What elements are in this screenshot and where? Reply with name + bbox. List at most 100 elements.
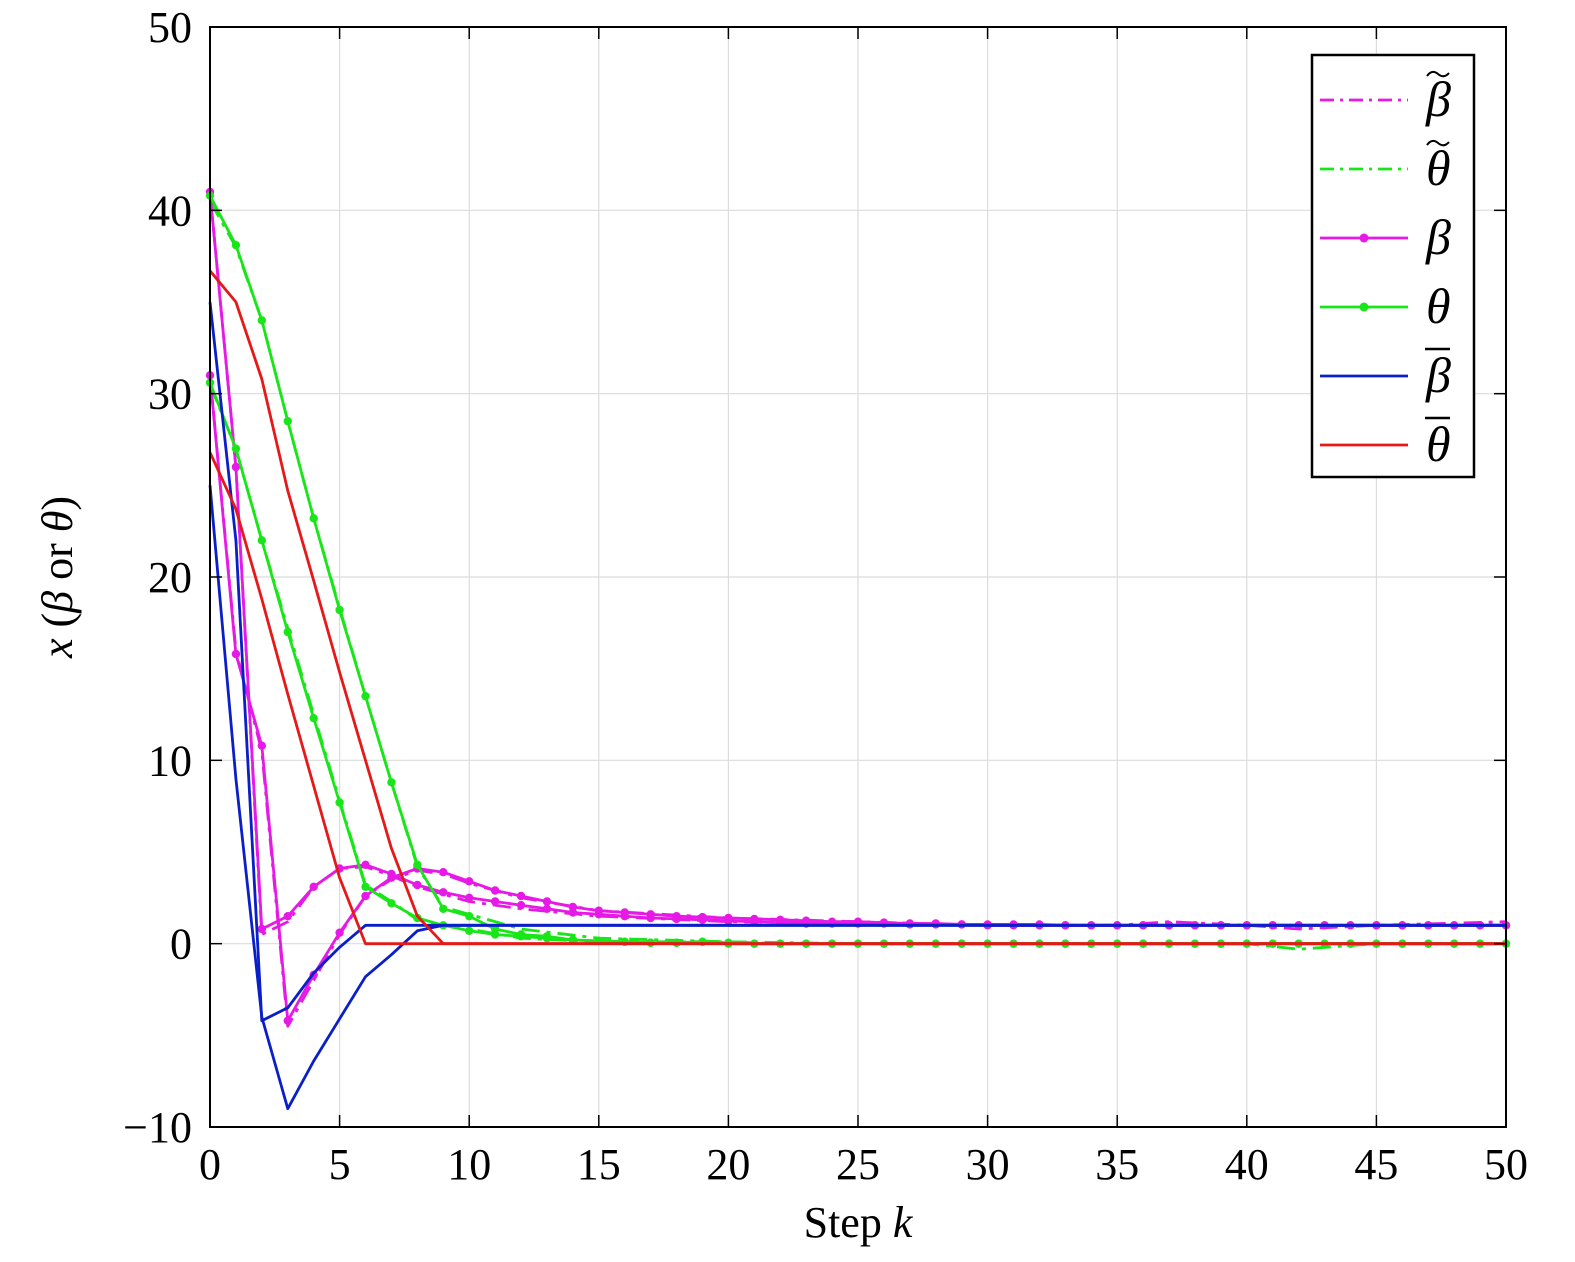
- series-point-beta: [776, 915, 785, 925]
- series-point-theta: [542, 933, 552, 943]
- series-point-theta: [568, 935, 578, 945]
- legend-box: [1310, 53, 1476, 479]
- series-line-beta-bar: [208, 485, 1506, 1111]
- legend-label: β: [1425, 347, 1451, 403]
- x-tick-label: 35: [1095, 1140, 1139, 1189]
- series-point-beta: [516, 891, 526, 901]
- series-point-theta: [231, 444, 241, 453]
- series-point-theta: [439, 904, 448, 914]
- legend-label: β: [1425, 71, 1451, 127]
- y-axis-label: x (β or θ): [33, 496, 82, 659]
- y-axis-label-open: (: [33, 613, 82, 639]
- series-point-beta: [231, 649, 241, 659]
- series-point-theta: [387, 778, 396, 787]
- series-point-beta: [283, 911, 292, 921]
- series-point-theta: [516, 932, 526, 941]
- series-point-beta: [568, 902, 578, 912]
- y-tick-label: 0: [170, 920, 192, 969]
- series-point-theta: [257, 536, 267, 545]
- x-tick-label: 15: [577, 1140, 621, 1189]
- series-point-theta: [413, 860, 422, 870]
- series-point-theta: [361, 882, 370, 892]
- series-point-beta: [750, 914, 759, 924]
- legend-tilde-accent: [1426, 139, 1450, 147]
- series-point-beta: [724, 913, 733, 923]
- legend-label: β: [1425, 209, 1451, 265]
- x-tick-label: 50: [1484, 1140, 1528, 1189]
- series-point-beta: [361, 860, 370, 870]
- x-tick-label: 10: [447, 1140, 491, 1189]
- series-point-beta: [490, 886, 500, 895]
- series-point-theta: [387, 899, 396, 908]
- series-point-beta: [542, 904, 552, 914]
- series-point-theta: [231, 240, 241, 250]
- y-tick-label: 50: [148, 3, 192, 52]
- series-point-theta: [465, 911, 474, 921]
- x-tick-label: 25: [836, 1140, 880, 1189]
- series-point-beta: [620, 908, 629, 917]
- series-point-beta: [335, 928, 344, 937]
- series-point-beta: [698, 912, 707, 922]
- grid-layer: [210, 27, 1506, 1127]
- y-tick-label: 10: [148, 736, 192, 785]
- series-point-theta: [283, 416, 292, 426]
- y-tick-label: 40: [148, 186, 192, 235]
- legend-label: θ: [1426, 278, 1451, 334]
- series-point-beta: [801, 916, 811, 925]
- series-point-theta: [283, 627, 292, 637]
- y-axis-label-var: x: [33, 638, 82, 659]
- series-point-theta: [361, 691, 370, 701]
- series-point-beta: [257, 924, 267, 934]
- legend-label: θ: [1426, 140, 1451, 196]
- series-line-theta-bar: [208, 451, 1506, 946]
- series-point-theta: [490, 930, 500, 939]
- series-point-beta: [439, 867, 448, 877]
- series-point-beta: [465, 877, 474, 886]
- series-point-beta: [361, 891, 370, 901]
- series-point-beta: [516, 900, 526, 910]
- series-point-beta: [465, 893, 474, 903]
- series-layer: [205, 187, 1511, 1111]
- series-point-theta: [309, 713, 318, 723]
- series-point-beta: [594, 906, 603, 915]
- series-point-beta: [542, 897, 552, 906]
- x-tick-label: 45: [1354, 1140, 1398, 1189]
- x-tick-label: 40: [1225, 1140, 1269, 1189]
- y-tick-label: 30: [148, 370, 192, 419]
- x-tick-label: 5: [329, 1140, 351, 1189]
- y-tick-label: −10: [123, 1103, 192, 1152]
- x-tick-label: 0: [199, 1140, 221, 1189]
- series-point-beta: [827, 917, 837, 926]
- y-axis-label-or: or: [33, 532, 82, 591]
- legend-marker: [1359, 302, 1369, 312]
- y-tick-label: 20: [148, 553, 192, 602]
- y-axis-label-close: ): [33, 496, 82, 511]
- series-point-theta: [335, 798, 344, 807]
- y-axis-label-beta: β: [33, 591, 82, 614]
- y-axis-label-theta: θ: [33, 511, 82, 533]
- x-axis-label-text: Step: [804, 1198, 893, 1247]
- series-point-theta: [309, 514, 318, 523]
- series-point-beta: [646, 910, 655, 919]
- series-point-beta: [257, 741, 267, 750]
- series-point-beta: [672, 911, 681, 921]
- series-point-beta: [413, 880, 422, 890]
- series-point-theta: [335, 605, 344, 615]
- series-point-beta: [387, 873, 396, 882]
- x-tick-label: 30: [966, 1140, 1010, 1189]
- x-axis-label-var: k: [893, 1198, 914, 1247]
- series-point-theta: [257, 316, 267, 325]
- series-point-theta: [465, 926, 474, 936]
- x-tick-label: 20: [706, 1140, 750, 1189]
- x-axis-label: Step k: [804, 1198, 914, 1247]
- series-point-beta: [231, 462, 241, 472]
- series-point-beta: [853, 917, 863, 926]
- series-point-beta: [309, 882, 318, 892]
- series-point-beta: [439, 888, 448, 897]
- legend-label: θ: [1426, 416, 1451, 472]
- series-point-beta: [490, 897, 500, 906]
